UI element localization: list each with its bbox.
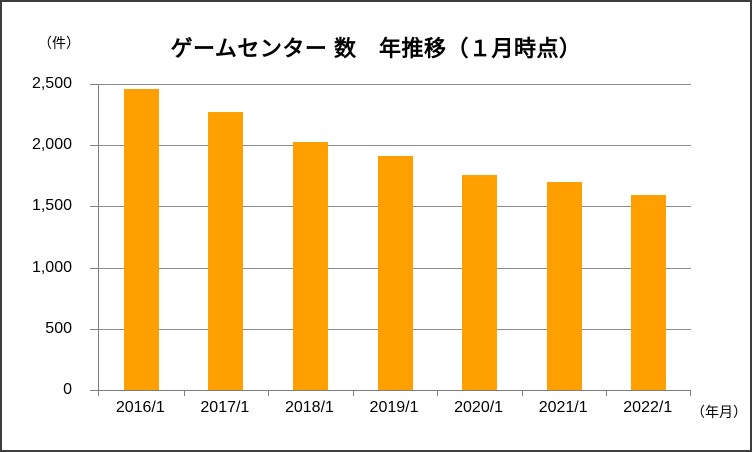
y-axis-tick-label: 0 — [63, 381, 72, 398]
y-axis-tick-label: 2,500 — [31, 75, 72, 92]
x-axis-tick-label: 2019/1 — [369, 399, 419, 416]
gridline — [99, 145, 691, 146]
x-axis-tick — [437, 390, 438, 396]
bar-2021-1 — [546, 181, 582, 390]
y-axis-tick-label: 1,000 — [31, 259, 72, 276]
bar-cell — [99, 84, 184, 390]
bar-cell — [353, 84, 438, 390]
bar-cell — [522, 84, 607, 390]
x-axis-tick-label: 2021/1 — [538, 399, 588, 416]
y-axis-tick — [90, 329, 99, 330]
bar-2018-1 — [292, 141, 328, 390]
x-axis-tick — [606, 390, 607, 396]
bar-2016-1 — [123, 88, 159, 390]
bar-cell — [606, 84, 691, 390]
y-axis-tick — [90, 390, 99, 391]
y-axis-tick-label: 1,500 — [31, 197, 72, 214]
plot-area — [90, 84, 691, 396]
x-axis-tick — [98, 390, 99, 396]
y-axis-tick — [90, 145, 99, 146]
y-axis-tick — [90, 206, 99, 207]
bar-cell — [268, 84, 353, 390]
x-axis-tick — [690, 390, 691, 396]
x-axis-tick — [184, 390, 185, 396]
y-axis-labels: 2,500 2,000 1,500 1,000 500 0 — [2, 75, 72, 398]
x-axis-tick-label: 2018/1 — [284, 399, 334, 416]
y-axis-unit-label: （件） — [38, 35, 80, 51]
y-axis-tick-label: 2,000 — [31, 136, 72, 153]
bar-2017-1 — [208, 112, 244, 390]
x-axis-tick — [268, 390, 269, 396]
bars — [99, 84, 691, 390]
x-axis-unit-label: （年月） — [691, 404, 747, 420]
x-axis-tick-label: 2020/1 — [454, 399, 504, 416]
chart-title: ゲームセンター 数 年推移（１月時点） — [170, 36, 582, 61]
bar-cell — [437, 84, 522, 390]
x-axis-tick — [353, 390, 354, 396]
x-axis-tick — [522, 390, 523, 396]
x-axis-tick-label: 2017/1 — [200, 399, 250, 416]
bar-cell — [184, 84, 269, 390]
bar-2022-1 — [631, 195, 667, 390]
gridline — [99, 84, 691, 85]
x-axis-labels: 2016/1 2017/1 2018/1 2019/1 2020/1 2021/1 2022… — [98, 399, 690, 417]
bar-2019-1 — [377, 156, 413, 390]
y-axis-tick — [90, 268, 99, 269]
x-axis-tick-label: 2016/1 — [115, 399, 165, 416]
y-axis-tick — [90, 84, 99, 85]
y-axis-tick-label: 500 — [45, 320, 72, 337]
bar-2020-1 — [462, 174, 498, 390]
x-axis-tick-label: 2022/1 — [623, 399, 673, 416]
